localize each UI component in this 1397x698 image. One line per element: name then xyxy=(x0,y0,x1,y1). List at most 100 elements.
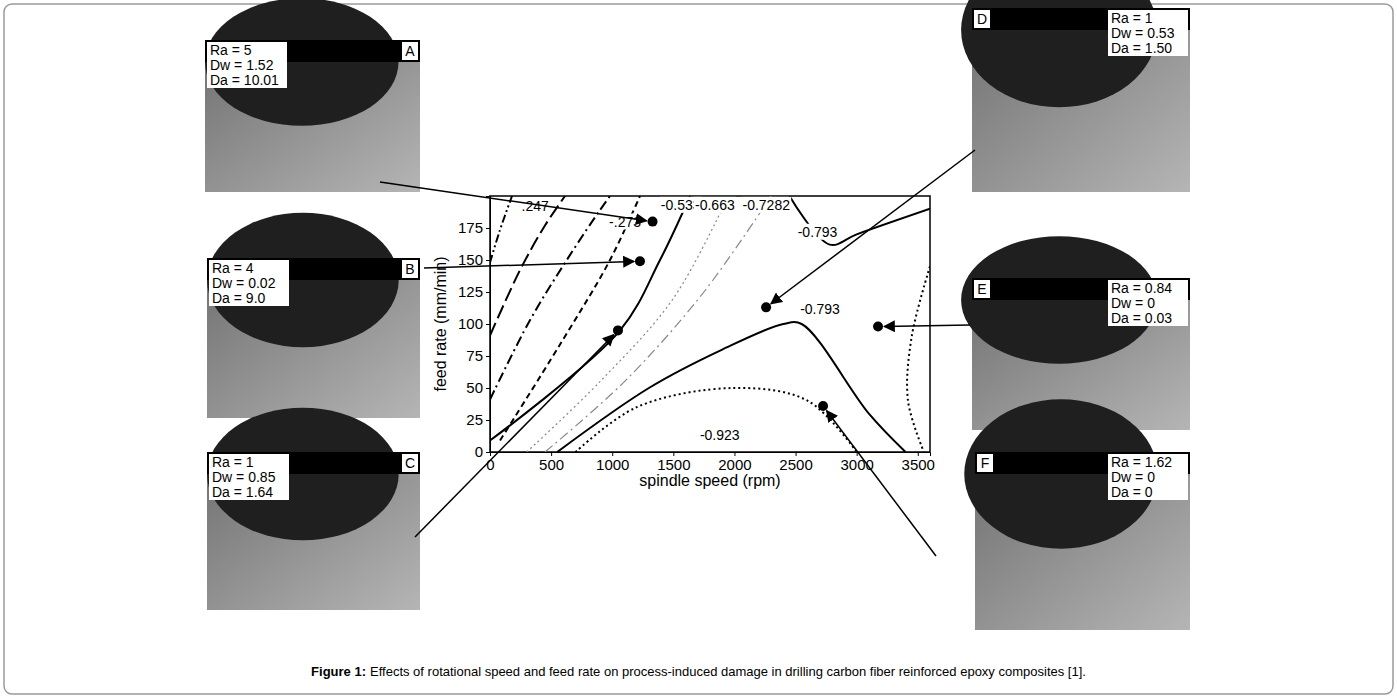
inset-letter: E xyxy=(977,281,986,297)
sem-inset: FRa = 1.62Dw = 0Da = 0 xyxy=(964,399,1190,630)
letter-box xyxy=(402,42,418,60)
sem-inset: ARa = 5Dw = 1.52Da = 10.01 xyxy=(205,0,420,192)
y-tick-mark xyxy=(486,260,490,261)
contour-label: -0.663 xyxy=(694,197,736,213)
y-tick: 50 xyxy=(466,379,490,396)
design-point xyxy=(635,256,645,266)
contour-line xyxy=(527,196,729,452)
inset-letter: C xyxy=(405,455,415,471)
inset-letter: B xyxy=(405,261,414,277)
contour-label-text: -0.793 xyxy=(800,301,840,317)
inset-value: Ra = 1 xyxy=(1111,10,1153,26)
inset-value: Da = 0.03 xyxy=(1111,310,1172,326)
value-box xyxy=(209,454,289,500)
value-box xyxy=(1108,10,1188,56)
inset-letter: D xyxy=(977,11,987,27)
inset-letter: A xyxy=(405,43,415,59)
inset-value: Da = 0 xyxy=(1111,484,1153,500)
design-point xyxy=(761,302,771,312)
design-point xyxy=(818,401,828,411)
label-patch xyxy=(799,301,841,317)
inset-value: Ra = 4 xyxy=(212,260,254,276)
x-tick-label: 3000 xyxy=(840,456,873,473)
arrow xyxy=(380,182,647,221)
letter-box xyxy=(974,280,990,298)
sem-inset: CRa = 1Dw = 0.85Da = 1.64 xyxy=(207,408,420,610)
y-tick-mark xyxy=(486,228,490,229)
label-patch xyxy=(741,197,791,213)
y-tick-mark xyxy=(486,388,490,389)
y-axis-title: feed rate (mm/min) xyxy=(432,256,449,391)
inset-value: Dw = 0 xyxy=(1111,295,1155,311)
y-tick: 100 xyxy=(458,315,490,332)
contour-line xyxy=(490,196,512,263)
contour-label: -0.793 xyxy=(797,224,839,240)
y-tick-mark xyxy=(486,292,490,293)
y-tick-mark xyxy=(486,324,490,325)
letter-box xyxy=(402,454,418,472)
contour-label-text: -0.663 xyxy=(695,197,735,213)
contour-labels: .247-.273-0.533-0.663-0.7282-0.793-0.793… xyxy=(521,197,841,443)
contour-label: -0.923 xyxy=(699,427,741,443)
y-tick-label: 50 xyxy=(466,379,483,396)
x-tick: 2000 xyxy=(718,452,751,473)
y-tick-label: 0 xyxy=(475,443,483,460)
x-tick-label: 2000 xyxy=(718,456,751,473)
x-tick-label: 500 xyxy=(539,456,564,473)
hole xyxy=(205,0,399,126)
contour-label: -0.7282 xyxy=(741,197,791,213)
inset-value: Ra = 1 xyxy=(212,454,254,470)
sem-inset: DRa = 1Dw = 0.53Da = 1.50 xyxy=(961,0,1190,192)
y-tick-label: 175 xyxy=(458,219,483,236)
y-tick-mark xyxy=(486,356,490,357)
caption-label: Figure 1: xyxy=(311,664,366,679)
design-point xyxy=(648,217,658,227)
contour-line xyxy=(500,196,640,440)
inset-value: Ra = 0.84 xyxy=(1111,280,1172,296)
arrow xyxy=(827,411,936,556)
inset-letter: F xyxy=(981,455,990,471)
inset-value: Da = 1.64 xyxy=(212,484,273,500)
x-axis-title: spindle speed (rpm) xyxy=(639,472,780,489)
letter-box xyxy=(977,454,993,472)
contour-label-text: -0.793 xyxy=(798,224,838,240)
contour-label-text: -0.923 xyxy=(700,427,740,443)
arrow xyxy=(424,261,634,268)
letter-box xyxy=(974,10,990,28)
contour-line xyxy=(907,266,930,452)
x-tick: 3500 xyxy=(902,452,935,473)
letter-box xyxy=(402,260,418,278)
contour-label-text: -0.7282 xyxy=(742,197,790,213)
y-tick-mark xyxy=(486,420,490,421)
x-tick: 500 xyxy=(539,452,564,473)
inset-value: Da = 9.0 xyxy=(212,290,266,306)
arrow xyxy=(771,150,975,304)
y-tick: 75 xyxy=(466,347,490,364)
figure-frame xyxy=(4,4,1393,694)
value-box xyxy=(207,42,287,88)
contour-line xyxy=(490,196,610,400)
inset-value: Da = 1.50 xyxy=(1111,40,1172,56)
contour-line xyxy=(557,322,905,452)
y-axis-line xyxy=(486,197,491,453)
y-tick-mark xyxy=(486,452,490,453)
y-tick-label: 25 xyxy=(466,411,483,428)
x-tick-label: 2500 xyxy=(779,456,812,473)
y-tick: 25 xyxy=(466,411,490,428)
caption: Figure 1: Effects of rotational speed and… xyxy=(311,664,1086,679)
y-tick-label: 100 xyxy=(458,315,483,332)
inset-value: Ra = 5 xyxy=(210,42,252,58)
figure: .247-.273-0.533-0.663-0.7282-0.793-0.793… xyxy=(0,0,1397,698)
contour-line xyxy=(490,196,690,440)
inset-value: Dw = 1.52 xyxy=(210,57,274,73)
x-tick: 2500 xyxy=(779,452,812,473)
y-tick-label: 125 xyxy=(458,283,483,300)
label-patch xyxy=(694,197,736,213)
x-tick: 1500 xyxy=(657,452,690,473)
design-point xyxy=(873,322,883,332)
y-axis: 0255075100125150175 xyxy=(458,197,491,461)
x-axis: 0500100015002000250030003500 xyxy=(486,452,935,473)
y-tick-label: 75 xyxy=(466,347,483,364)
arrow xyxy=(884,325,970,326)
caption-text: Effects of rotational speed and feed rat… xyxy=(370,664,1086,679)
